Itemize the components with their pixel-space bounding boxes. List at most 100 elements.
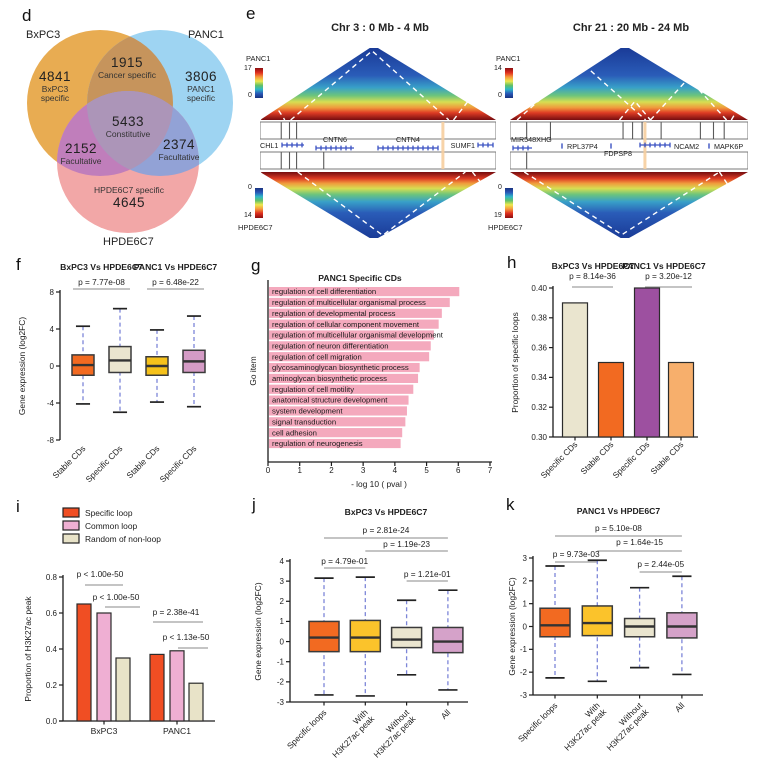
- venn-count: 2152: [64, 141, 98, 156]
- y-tick-label: 4: [50, 325, 55, 334]
- y-tick-label: -2: [520, 668, 528, 677]
- pvalue-label: p = 2.44e-05: [637, 559, 684, 569]
- y-tick-label: -4: [47, 399, 55, 408]
- venn-svg: [27, 30, 233, 233]
- y-tick-label: -3: [520, 691, 528, 700]
- hic-track-name-top: PANC1: [496, 54, 521, 63]
- go-term-label: aminoglycan biosynthetic process: [272, 374, 387, 383]
- pvalue-label: p = 6.48e-22: [152, 277, 199, 287]
- hic-scale-min: 0: [498, 92, 502, 99]
- y-tick-label: 0.38: [531, 314, 547, 323]
- y-tick-label: 2: [523, 577, 528, 586]
- gene-label: FDPSP8: [604, 149, 632, 158]
- legend-label: Random of non-loop: [85, 534, 161, 544]
- venn-region-label: PANC1 specific: [186, 84, 216, 104]
- venn-count: 2374: [162, 137, 196, 152]
- go-bar: [269, 428, 403, 438]
- legend-swatch: [62, 520, 80, 531]
- x-tick-label: 3: [361, 466, 366, 475]
- go-term-label: signal transduction: [272, 417, 336, 426]
- bar: [115, 657, 131, 722]
- go-term-label: regulation of neurogenesis: [272, 439, 363, 448]
- bar: [561, 302, 589, 438]
- category-label: Specific CDs: [83, 443, 124, 484]
- category-label: Stable CDs: [50, 443, 87, 480]
- bar: [76, 603, 92, 722]
- venn-region-hpde6c7-specific: 4645 HPDE6C7 specific: [74, 186, 184, 210]
- gene-label: MIR548XHG: [511, 135, 552, 144]
- y-tick-label: -1: [277, 658, 285, 667]
- y-axis-label: Gene expression (log2FC): [253, 582, 263, 680]
- panel-label-i: i: [16, 497, 20, 516]
- venn-region-label: Cancer specific: [97, 70, 157, 81]
- y-tick-label: 3: [280, 577, 285, 586]
- venn-region-facultative-left: 2152 Facultative: [51, 141, 111, 166]
- chart-k-boxplot: 3 2 1 0 -1 -2 -3 Gene expression (log2FC) PANC1 …: [505, 500, 763, 759]
- cd-boundary-dash: [618, 100, 651, 121]
- cd-boundary-dash: [516, 61, 647, 121]
- venn-count: 3806: [184, 69, 218, 84]
- category-label: WithH3K27ac peak: [556, 700, 609, 753]
- go-bar: [269, 384, 414, 394]
- go-bar: [269, 308, 442, 318]
- hic-title: Chr 21 : 20 Mb - 24 Mb: [572, 22, 690, 34]
- y-tick-label: -2: [277, 678, 285, 687]
- cd-boundary-dash: [290, 49, 450, 121]
- x-axis-label: - log 10 ( pval ): [351, 479, 407, 489]
- hic-map-chr21: Chr 21 : 20 Mb - 24 Mb PANC1 14 0 0 19 H…: [488, 16, 752, 248]
- pvalue-label: p = 8.14e-36: [569, 271, 616, 281]
- go-term-label: regulation of multicellular organismal d…: [272, 331, 444, 340]
- box: [349, 619, 382, 653]
- hic-track-name-top: PANC1: [246, 54, 271, 63]
- cd-boundary-dash: [259, 98, 286, 121]
- y-tick-label: 0: [523, 622, 528, 631]
- chart-title: BxPC3 Vs HPDE6C7: [60, 262, 143, 272]
- track-box-top: [259, 121, 497, 140]
- vbar-svg-h: 0.40 0.38 0.36 0.34 0.32 0.30 Proportion of sp…: [510, 261, 706, 480]
- y-tick-label: 0.4: [46, 645, 58, 654]
- panel-label-f: f: [16, 255, 21, 274]
- go-term-label: system development: [272, 407, 343, 416]
- go-term-label: regulation of cell migration: [272, 352, 362, 361]
- venn-set-label-hpde6c7: HPDE6C7: [103, 236, 154, 248]
- x-tick-label: 6: [456, 466, 461, 475]
- y-tick-label: 0: [280, 637, 285, 646]
- chart-i-h3k27ac: Specific loop Common loop Random of non-lo…: [15, 498, 255, 759]
- boxplot-svg-k: 3 2 1 0 -1 -2 -3 Gene expression (log2FC) PANC1 …: [507, 506, 703, 753]
- category-label: All: [439, 707, 453, 721]
- venn-overlap-center: [87, 91, 173, 176]
- legend-swatch: [62, 507, 80, 518]
- category-line: Stable CDs: [50, 443, 87, 480]
- chart-h-proportions: 0.40 0.38 0.36 0.34 0.32 0.30 Proportion of sp…: [506, 256, 758, 502]
- pvalue-label: p < 1.00e-50: [77, 569, 124, 579]
- go-term-label: cell adhesion: [272, 428, 317, 437]
- y-tick-label: 0.2: [46, 681, 58, 690]
- pvalue-label: p = 2.38e-41: [153, 607, 200, 617]
- venn-diagram: BxPC3 PANC1 HPDE6C7 4841 BxPC3 specific …: [15, 12, 245, 254]
- panel-label-e: e: [246, 4, 256, 23]
- box: [539, 607, 571, 638]
- x-tick-label: 2: [329, 466, 334, 475]
- category-line: Stable CDs: [124, 443, 161, 480]
- bar: [667, 361, 695, 438]
- venn-region-label: Constitutive: [105, 129, 151, 140]
- y-tick-label: 2: [280, 597, 285, 606]
- go-bar: [269, 287, 460, 297]
- hic-colorbar-top: [255, 68, 263, 98]
- hic-svg: MIR548XHG RPL37P4 FDPSP8 NCAM2 MAPK6P: [509, 48, 749, 238]
- y-axis-label: Proportion of specific loops: [510, 312, 520, 413]
- venn-region-label: Facultative: [158, 152, 200, 163]
- go-term-label: regulation of cellular component movemen…: [272, 320, 420, 329]
- gene-label: NCAM2: [674, 142, 699, 151]
- gene-label: CNTN4: [396, 135, 420, 144]
- chart-title: PANC1 Vs HPDE6C7: [622, 261, 706, 271]
- gene-label: SUMF1: [451, 141, 475, 150]
- pvalue-label: p = 1.64e-15: [616, 537, 663, 547]
- hic-svg: CHL1 CNTN6 CNTN4 SUMF1: [259, 48, 497, 238]
- cd-boundary-dash: [523, 171, 720, 236]
- legend-swatch: [62, 533, 80, 544]
- box: [581, 605, 614, 637]
- y-tick-label: 1: [280, 617, 285, 626]
- panel-label-h: h: [507, 253, 517, 272]
